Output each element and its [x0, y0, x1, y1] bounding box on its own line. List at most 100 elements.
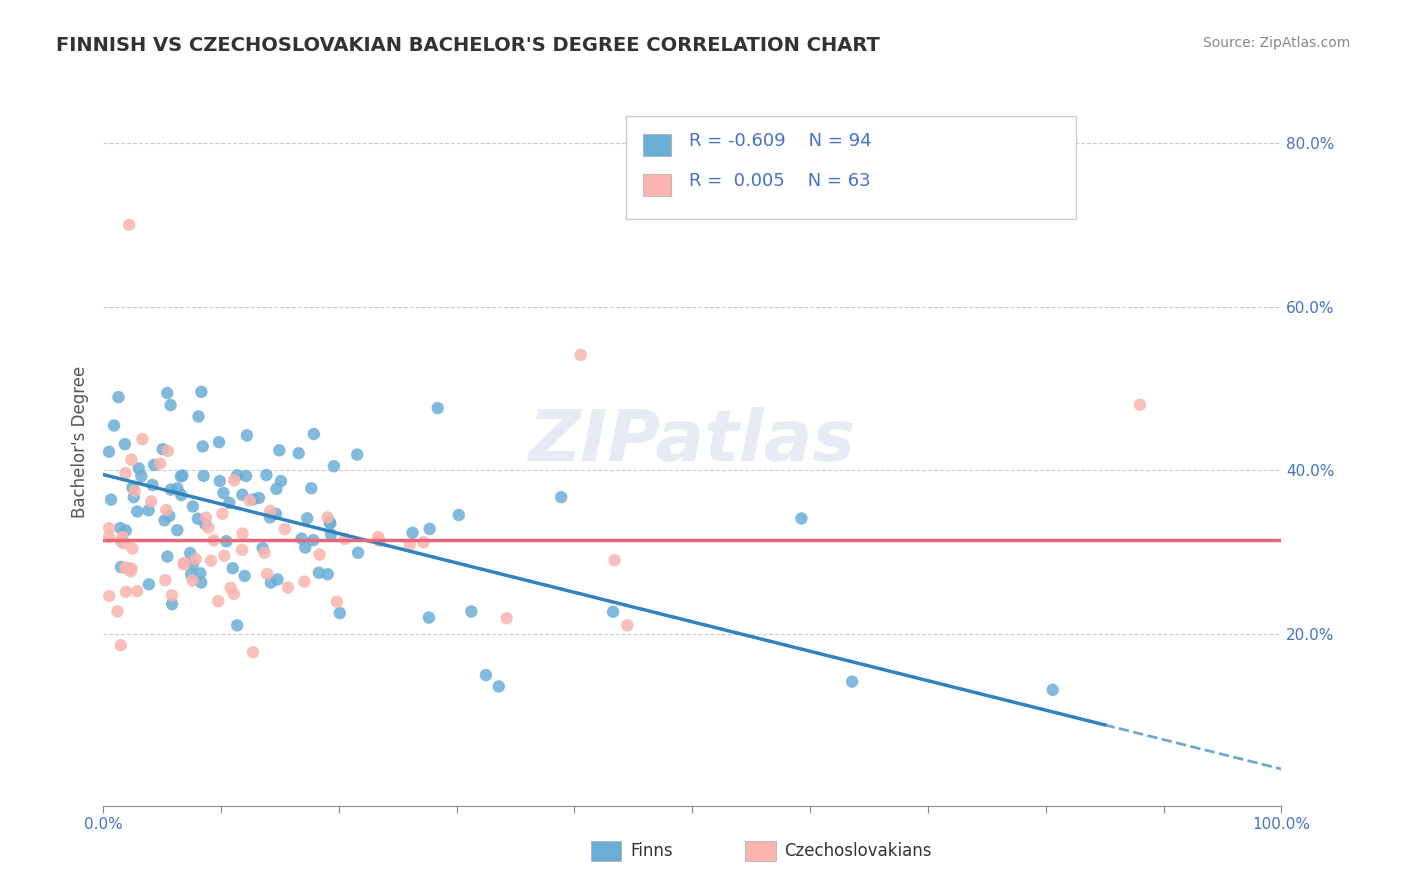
Point [170, 469, 193, 483]
Point [138, 503, 160, 517]
Point [232, 526, 254, 541]
Point [277, 581, 299, 595]
Point [98, 521, 121, 535]
Point [180, 567, 202, 582]
Point [254, 468, 277, 483]
Point [122, 490, 145, 504]
Point [107, 390, 129, 404]
Point [207, 594, 229, 608]
Point [226, 618, 249, 632]
Point [266, 573, 288, 587]
Point [347, 546, 370, 560]
Point [118, 218, 141, 232]
Point [110, 560, 132, 574]
Point [302, 427, 325, 442]
Point [143, 458, 166, 472]
Point [236, 428, 259, 442]
Point [208, 474, 231, 488]
Point [208, 435, 231, 450]
Point [103, 418, 125, 433]
Point [115, 560, 138, 574]
Point [160, 483, 183, 497]
Point [121, 481, 143, 495]
Point [127, 504, 149, 518]
Point [129, 469, 152, 483]
Point [368, 533, 391, 548]
Point [316, 510, 339, 524]
Point [219, 581, 242, 595]
Point [603, 553, 626, 567]
Point [319, 527, 342, 541]
Point [156, 386, 179, 401]
Point [120, 565, 142, 579]
Point [155, 503, 177, 517]
Point [495, 611, 517, 625]
Point [447, 508, 470, 522]
Point [173, 558, 195, 572]
Point [790, 511, 813, 525]
Point [475, 668, 498, 682]
Point [550, 490, 572, 504]
Point [266, 482, 288, 496]
Point [231, 488, 253, 502]
Text: R =  0.005    N = 63: R = 0.005 N = 63 [689, 172, 870, 190]
Point [616, 618, 638, 632]
Point [138, 577, 160, 591]
Point [114, 561, 136, 575]
Point [194, 517, 217, 532]
Point [120, 561, 142, 575]
Point [488, 680, 510, 694]
Point [231, 542, 253, 557]
Point [190, 384, 212, 399]
Text: FINNISH VS CZECHOSLOVAKIAN BACHELOR'S DEGREE CORRELATION CHART: FINNISH VS CZECHOSLOVAKIAN BACHELOR'S DE… [56, 36, 880, 54]
Point [121, 541, 143, 556]
Point [264, 507, 287, 521]
Point [114, 466, 136, 480]
Point [346, 448, 368, 462]
Point [160, 588, 183, 602]
Point [152, 442, 174, 457]
Point [141, 478, 163, 492]
Point [160, 597, 183, 611]
Point [181, 574, 204, 588]
Point [115, 584, 138, 599]
Point [188, 566, 211, 581]
Point [181, 500, 204, 514]
Point [419, 522, 441, 536]
Point [460, 605, 482, 619]
Point [259, 504, 281, 518]
Point [253, 546, 276, 560]
Point [128, 461, 150, 475]
Point [412, 535, 434, 549]
Point [233, 569, 256, 583]
Point [221, 561, 243, 575]
Point [239, 493, 262, 508]
Point [184, 552, 207, 566]
Point [269, 443, 291, 458]
Point [291, 532, 314, 546]
Point [212, 486, 235, 500]
Point [193, 468, 215, 483]
Point [398, 537, 420, 551]
Point [100, 492, 122, 507]
Point [287, 446, 309, 460]
Point [124, 483, 146, 498]
Point [170, 488, 193, 502]
Text: Finns: Finns [630, 842, 672, 860]
Point [110, 638, 132, 652]
Point [215, 534, 238, 549]
Text: Czechoslovakians: Czechoslovakians [785, 842, 932, 860]
Point [166, 482, 188, 496]
Point [326, 595, 349, 609]
Point [211, 507, 233, 521]
Point [260, 575, 283, 590]
Point [166, 523, 188, 537]
Point [155, 573, 177, 587]
Text: R = -0.609    N = 94: R = -0.609 N = 94 [689, 132, 872, 150]
Point [173, 556, 195, 570]
Point [226, 468, 249, 483]
Point [172, 468, 194, 483]
Point [156, 444, 179, 458]
Point [299, 481, 322, 495]
Point [179, 546, 201, 560]
